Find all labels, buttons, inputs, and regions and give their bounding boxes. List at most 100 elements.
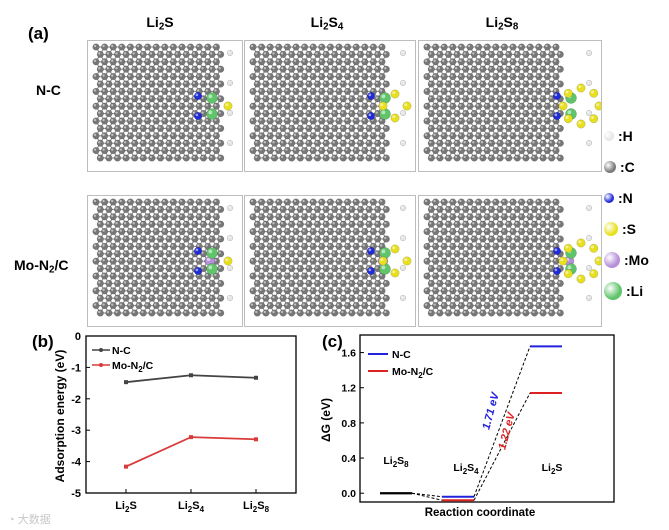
carbon-atom-highlight [162,118,165,122]
carbon-atom-highlight [358,155,361,159]
carbon-atom [169,73,177,81]
carbon-atom-highlight [145,74,148,77]
carbon-atom-highlight [102,74,105,77]
carbon-atom [161,302,169,310]
carbon-atom-highlight [209,236,213,240]
carbon-atom-highlight [93,199,97,203]
carbon-atom [313,80,322,88]
carbon-atom-highlight [336,89,340,92]
carbon-atom-highlight [93,74,97,77]
carbon-atom-highlight [549,52,552,55]
carbon-atom-highlight [454,81,458,85]
carbon-atom-highlight [149,96,153,99]
carbon-atom-highlight [145,273,148,277]
carbon-atom-highlight [154,214,157,217]
carbon-atom [530,124,539,132]
carbon-atom-highlight [384,67,387,70]
carbon-atom [309,43,317,51]
carbon-atom [369,43,377,51]
carbon-atom-highlight [205,118,208,122]
carbon-atom-highlight [371,59,374,62]
carbon-atom-highlight [115,281,118,284]
hydrogen-atom [226,234,234,242]
carbon-atom-highlight [162,89,165,92]
carbon-atom-highlight [132,67,135,70]
carbon-atom [92,87,100,95]
carbon-atom [131,95,139,103]
carbon-atom [361,147,369,155]
carbon-atom [217,139,225,147]
carbon-atom-highlight [102,273,105,277]
carbon-atom [369,102,377,110]
carbon-atom [356,124,365,132]
carbon-atom-highlight [214,74,217,77]
carbon-atom [212,58,220,66]
carbon-atom [109,43,117,51]
carbon-atom [191,294,199,302]
carbon-atom [101,242,109,250]
carbon-atom [339,95,347,103]
carbon-atom [301,132,309,140]
carbon-atom [187,58,195,66]
carbon-atom-highlight [214,229,217,232]
carbon-atom-highlight [132,222,135,225]
carbon-atom [283,147,291,155]
carbon-atom [266,117,274,125]
carbon-atom-highlight [132,207,135,210]
carbon-atom [152,228,160,236]
carbon-atom-highlight [536,44,539,48]
carbon-atom-highlight [259,44,262,48]
carbon-atom-highlight [197,259,200,262]
carbon-atom [535,132,543,140]
carbon-atom-highlight [197,89,200,92]
carbon-atom-highlight [201,222,204,225]
carbon-atom-highlight [154,59,157,62]
carbon-atom [182,80,190,88]
carbon-atom-highlight [115,207,118,210]
carbon-atom-highlight [184,96,187,99]
carbon-atom [109,58,117,66]
carbon-atom [204,198,212,206]
carbon-atom [283,73,291,81]
carbon-atom-highlight [328,133,331,136]
carbon-atom [522,80,530,88]
carbon-atom [96,80,104,88]
carbon-atom [292,147,300,155]
carbon-atom [361,102,369,110]
carbon-atom-highlight [280,155,284,159]
carbon-atom [427,50,435,58]
carbon-atom [365,80,373,88]
carbon-atom [530,50,539,58]
sulfur-atom-highlight [392,115,396,119]
carbon-atom-highlight [106,296,110,299]
carbon-atom-highlight [515,96,518,99]
carbon-atom-highlight [98,296,101,299]
carbon-atom [187,228,195,236]
carbon-atom-highlight [323,126,327,129]
carbon-atom [301,102,309,110]
carbon-atom [96,220,104,228]
carbon-atom-highlight [463,81,466,85]
carbon-atom [182,235,190,243]
carbon-atom [182,95,190,103]
carbon-atom [105,250,113,258]
carbon-atom [253,110,261,118]
carbon-atom-highlight [379,59,383,62]
carbon-atom [96,250,104,258]
carbon-atom [382,139,390,147]
carbon-atom-highlight [171,214,174,217]
carbon-atom [543,117,551,125]
carbon-atom-highlight [102,288,105,291]
carbon-atom-highlight [209,141,213,144]
carbon-atom-highlight [179,273,183,277]
carbon-atom [182,279,190,287]
carbon-atom-highlight [188,229,191,232]
carbon-atom [169,302,177,310]
carbon-atom-highlight [429,52,432,55]
carbon-atom-highlight [332,52,335,55]
carbon-atom [195,228,203,236]
carbon-atom-highlight [463,155,466,159]
carbon-atom-highlight [341,67,344,70]
carbon-atom-highlight [205,199,208,203]
carbon-atom-highlight [293,59,297,62]
